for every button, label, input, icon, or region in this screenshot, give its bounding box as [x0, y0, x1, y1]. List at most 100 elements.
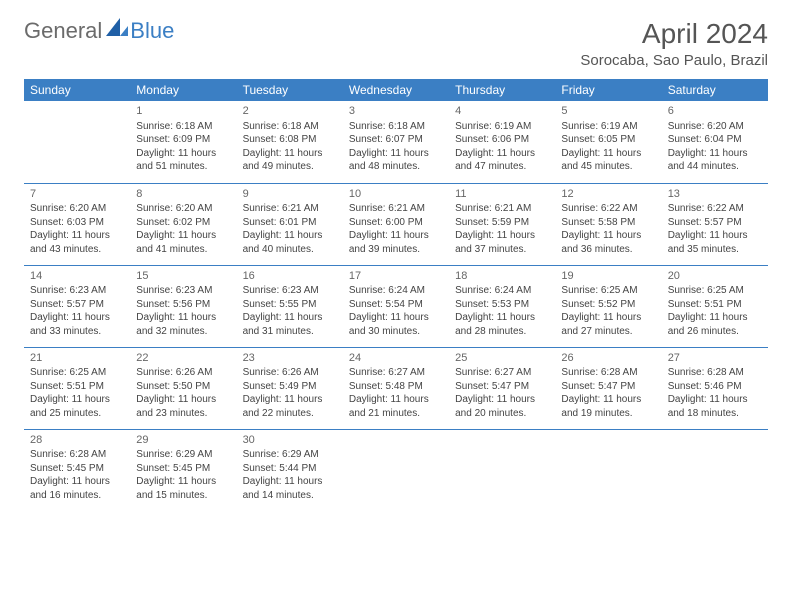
sunset-text: Sunset: 6:06 PM — [455, 133, 549, 147]
week-row: 1Sunrise: 6:18 AMSunset: 6:09 PMDaylight… — [24, 101, 768, 183]
sunrise-text: Sunrise: 6:23 AM — [136, 284, 230, 298]
daylight-text: and 37 minutes. — [455, 243, 549, 257]
sunset-text: Sunset: 5:53 PM — [455, 298, 549, 312]
sunrise-text: Sunrise: 6:19 AM — [561, 120, 655, 134]
daylight-text: Daylight: 11 hours — [136, 229, 230, 243]
daylight-text: and 40 minutes. — [243, 243, 337, 257]
daylight-text: Daylight: 11 hours — [668, 229, 762, 243]
sunset-text: Sunset: 5:56 PM — [136, 298, 230, 312]
day-cell: 24Sunrise: 6:27 AMSunset: 5:48 PMDayligh… — [343, 347, 449, 429]
sunrise-text: Sunrise: 6:21 AM — [455, 202, 549, 216]
daylight-text: and 30 minutes. — [349, 325, 443, 339]
daylight-text: and 20 minutes. — [455, 407, 549, 421]
day-number: 16 — [243, 269, 337, 284]
daylight-text: Daylight: 11 hours — [30, 311, 124, 325]
sunset-text: Sunset: 5:45 PM — [136, 462, 230, 476]
day-header: Saturday — [662, 79, 768, 101]
day-header: Sunday — [24, 79, 130, 101]
day-number: 15 — [136, 269, 230, 284]
sunrise-text: Sunrise: 6:25 AM — [561, 284, 655, 298]
sunrise-text: Sunrise: 6:21 AM — [349, 202, 443, 216]
daylight-text: and 51 minutes. — [136, 160, 230, 174]
day-number: 22 — [136, 351, 230, 366]
sunrise-text: Sunrise: 6:26 AM — [243, 366, 337, 380]
sunset-text: Sunset: 6:04 PM — [668, 133, 762, 147]
sunset-text: Sunset: 5:57 PM — [668, 216, 762, 230]
daylight-text: and 28 minutes. — [455, 325, 549, 339]
sunset-text: Sunset: 6:00 PM — [349, 216, 443, 230]
daylight-text: Daylight: 11 hours — [243, 393, 337, 407]
logo-text-general: General — [24, 18, 102, 44]
sunset-text: Sunset: 5:50 PM — [136, 380, 230, 394]
day-cell: 14Sunrise: 6:23 AMSunset: 5:57 PMDayligh… — [24, 265, 130, 347]
day-number: 5 — [561, 104, 655, 119]
sunset-text: Sunset: 5:59 PM — [455, 216, 549, 230]
sunset-text: Sunset: 5:57 PM — [30, 298, 124, 312]
day-cell: 15Sunrise: 6:23 AMSunset: 5:56 PMDayligh… — [130, 265, 236, 347]
day-number: 18 — [455, 269, 549, 284]
day-header: Thursday — [449, 79, 555, 101]
month-title: April 2024 — [580, 18, 768, 50]
day-cell: 27Sunrise: 6:28 AMSunset: 5:46 PMDayligh… — [662, 347, 768, 429]
daylight-text: and 35 minutes. — [668, 243, 762, 257]
daylight-text: and 48 minutes. — [349, 160, 443, 174]
sunset-text: Sunset: 5:47 PM — [455, 380, 549, 394]
sunrise-text: Sunrise: 6:28 AM — [668, 366, 762, 380]
daylight-text: Daylight: 11 hours — [561, 229, 655, 243]
daylight-text: Daylight: 11 hours — [561, 311, 655, 325]
sunset-text: Sunset: 5:48 PM — [349, 380, 443, 394]
day-number: 8 — [136, 187, 230, 202]
day-header: Wednesday — [343, 79, 449, 101]
daylight-text: Daylight: 11 hours — [243, 475, 337, 489]
day-number: 3 — [349, 104, 443, 119]
sunrise-text: Sunrise: 6:22 AM — [561, 202, 655, 216]
day-cell: 19Sunrise: 6:25 AMSunset: 5:52 PMDayligh… — [555, 265, 661, 347]
daylight-text: Daylight: 11 hours — [455, 311, 549, 325]
sunset-text: Sunset: 6:05 PM — [561, 133, 655, 147]
sail-icon — [106, 18, 128, 44]
daylight-text: Daylight: 11 hours — [349, 229, 443, 243]
week-row: 28Sunrise: 6:28 AMSunset: 5:45 PMDayligh… — [24, 429, 768, 511]
day-number: 26 — [561, 351, 655, 366]
day-cell: 22Sunrise: 6:26 AMSunset: 5:50 PMDayligh… — [130, 347, 236, 429]
sunrise-text: Sunrise: 6:18 AM — [349, 120, 443, 134]
sunset-text: Sunset: 5:47 PM — [561, 380, 655, 394]
daylight-text: Daylight: 11 hours — [243, 147, 337, 161]
page-header: General Blue April 2024 Sorocaba, Sao Pa… — [24, 18, 768, 69]
sunset-text: Sunset: 6:03 PM — [30, 216, 124, 230]
sunset-text: Sunset: 6:02 PM — [136, 216, 230, 230]
sunset-text: Sunset: 5:44 PM — [243, 462, 337, 476]
day-cell: 7Sunrise: 6:20 AMSunset: 6:03 PMDaylight… — [24, 183, 130, 265]
day-cell: 16Sunrise: 6:23 AMSunset: 5:55 PMDayligh… — [237, 265, 343, 347]
daylight-text: Daylight: 11 hours — [349, 393, 443, 407]
daylight-text: Daylight: 11 hours — [668, 311, 762, 325]
day-cell — [24, 101, 130, 183]
daylight-text: Daylight: 11 hours — [561, 393, 655, 407]
day-number: 9 — [243, 187, 337, 202]
sunset-text: Sunset: 5:58 PM — [561, 216, 655, 230]
sunrise-text: Sunrise: 6:24 AM — [349, 284, 443, 298]
daylight-text: and 19 minutes. — [561, 407, 655, 421]
day-header: Friday — [555, 79, 661, 101]
day-number: 27 — [668, 351, 762, 366]
sunrise-text: Sunrise: 6:20 AM — [136, 202, 230, 216]
sunrise-text: Sunrise: 6:21 AM — [243, 202, 337, 216]
sunrise-text: Sunrise: 6:29 AM — [243, 448, 337, 462]
sunrise-text: Sunrise: 6:19 AM — [455, 120, 549, 134]
day-number: 1 — [136, 104, 230, 119]
sunset-text: Sunset: 5:45 PM — [30, 462, 124, 476]
day-cell: 4Sunrise: 6:19 AMSunset: 6:06 PMDaylight… — [449, 101, 555, 183]
daylight-text: Daylight: 11 hours — [243, 229, 337, 243]
day-number: 17 — [349, 269, 443, 284]
title-block: April 2024 Sorocaba, Sao Paulo, Brazil — [580, 18, 768, 69]
day-cell: 9Sunrise: 6:21 AMSunset: 6:01 PMDaylight… — [237, 183, 343, 265]
day-number: 28 — [30, 433, 124, 448]
day-number: 14 — [30, 269, 124, 284]
daylight-text: Daylight: 11 hours — [136, 311, 230, 325]
day-cell: 25Sunrise: 6:27 AMSunset: 5:47 PMDayligh… — [449, 347, 555, 429]
sunrise-text: Sunrise: 6:23 AM — [243, 284, 337, 298]
day-cell — [555, 429, 661, 511]
sunrise-text: Sunrise: 6:27 AM — [349, 366, 443, 380]
daylight-text: and 21 minutes. — [349, 407, 443, 421]
daylight-text: and 39 minutes. — [349, 243, 443, 257]
